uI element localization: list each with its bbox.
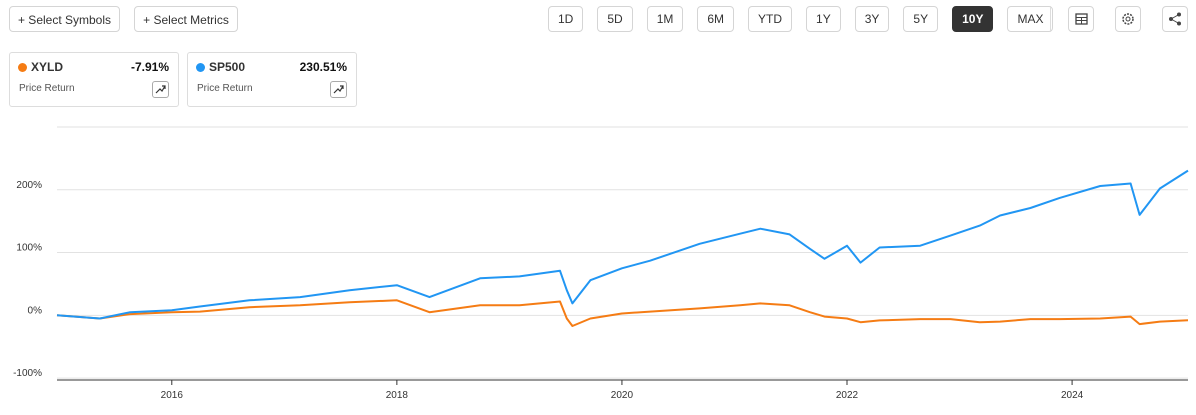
series-line (56, 169, 1189, 320)
legend-return: -7.91% (130, 60, 169, 74)
range-button[interactable]: 10Y (952, 6, 994, 32)
y-tick-label: 0% (28, 305, 43, 316)
x-tick-label: 2024 (1061, 390, 1084, 401)
range-button[interactable]: 1D (548, 6, 584, 32)
share-button[interactable] (1162, 6, 1188, 32)
legend-swatch (196, 63, 205, 72)
trend-button[interactable] (152, 81, 169, 98)
range-button[interactable]: MAX (1007, 6, 1054, 32)
x-tick-label: 2022 (836, 390, 859, 401)
range-button[interactable]: 5D (597, 6, 633, 32)
legend-swatch (18, 63, 27, 72)
range-button[interactable]: 1M (646, 6, 684, 32)
select-metrics[interactable]: + Select Metrics (134, 6, 238, 32)
gear-icon (1122, 13, 1134, 25)
legend-symbol: SP500 (209, 60, 246, 74)
legend-symbol: XYLD (31, 60, 64, 74)
select-symbols[interactable]: + Select Symbols (9, 6, 120, 32)
series-line (56, 299, 1189, 327)
range-button[interactable]: YTD (748, 6, 793, 32)
legend-card: XYLD -7.91% Price Return (9, 52, 179, 107)
legend-card: SP500 230.51% Price Return (187, 52, 357, 107)
legend-return: 230.51% (299, 60, 347, 74)
x-tick-label: 2016 (161, 390, 184, 401)
x-tick-label: 2020 (611, 390, 634, 401)
table-button[interactable] (1068, 6, 1094, 32)
range-button[interactable]: 6M (697, 6, 735, 32)
trend-icon (333, 85, 344, 94)
range-button[interactable]: 5Y (903, 6, 939, 32)
range-button[interactable]: 3Y (854, 6, 890, 32)
separator (1050, 6, 1051, 32)
y-tick-label: 100% (16, 243, 42, 254)
y-tick-label: -100% (13, 368, 42, 379)
share-icon (1169, 12, 1181, 26)
y-tick-label: 200% (16, 180, 42, 191)
trend-icon (155, 85, 166, 94)
legend-metric: Price Return (197, 83, 253, 94)
table-icon (1075, 13, 1088, 25)
x-tick-label: 2018 (386, 390, 409, 401)
settings-button[interactable] (1115, 6, 1141, 32)
trend-button[interactable] (330, 81, 347, 98)
range-buttons: 1D 5D 1M 6M YTD 1Y 3Y 5Y 10Y MAX (548, 6, 1054, 32)
legend-metric: Price Return (19, 83, 75, 94)
range-button[interactable]: 1Y (806, 6, 841, 32)
